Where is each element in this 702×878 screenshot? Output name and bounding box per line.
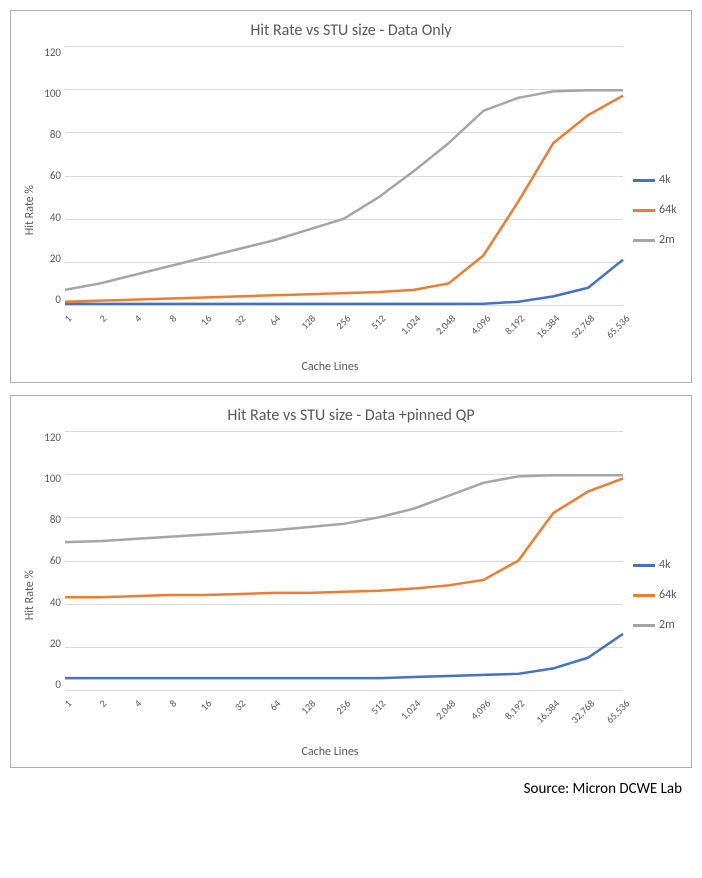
- legend-label: 4k: [659, 173, 671, 187]
- x-tick: 16: [197, 697, 213, 713]
- legend-label: 64k: [659, 203, 677, 217]
- x-tick: 8: [166, 697, 179, 710]
- x-tick: 32,768: [568, 312, 597, 341]
- x-tick: 32: [232, 312, 248, 328]
- legend-swatch: [633, 209, 655, 212]
- x-tick: 8,192: [502, 312, 527, 337]
- line-plot: [65, 431, 623, 690]
- source-caption: Source: Micron DCWE Lab: [10, 780, 692, 798]
- legend-label: 4k: [659, 558, 671, 572]
- x-tick: 2,048: [433, 312, 458, 337]
- x-tick: 1,024: [398, 312, 423, 337]
- x-tick: 2,048: [433, 697, 458, 722]
- x-tick: 65,536: [603, 312, 632, 341]
- legend-item-4k: 4k: [633, 558, 683, 572]
- chart-panel-0: Hit Rate vs STU size - Data Only Hit Rate…: [10, 10, 692, 383]
- x-ticks: 12481632641282565121,0242,0484,0968,1921…: [65, 306, 623, 356]
- plot-grid: [65, 46, 623, 306]
- y-tick: 80: [37, 128, 61, 141]
- series-line-2m: [65, 90, 623, 290]
- x-tick: 64: [267, 312, 283, 328]
- x-axis-label: Cache Lines: [37, 745, 623, 759]
- y-tick: 20: [37, 637, 61, 650]
- legend-item-64k: 64k: [633, 203, 683, 217]
- y-ticks: 120 100 80 60 40 20 0: [37, 431, 65, 691]
- x-tick: 512: [368, 697, 388, 717]
- x-tick: 2: [96, 697, 109, 710]
- y-tick: 80: [37, 513, 61, 526]
- legend: 4k 64k 2m: [623, 173, 683, 247]
- x-tick: 256: [333, 312, 353, 332]
- chart-title: Hit Rate vs STU size - Data +pinned QP: [19, 406, 683, 425]
- y-tick: 0: [37, 293, 61, 306]
- x-tick: 128: [298, 312, 318, 332]
- legend-swatch: [633, 564, 655, 567]
- x-tick: 4: [131, 312, 144, 325]
- x-tick: 128: [298, 697, 318, 717]
- legend-swatch: [633, 594, 655, 597]
- y-axis-label: Hit Rate %: [19, 185, 37, 235]
- legend: 4k 64k 2m: [623, 558, 683, 632]
- y-tick: 100: [37, 87, 61, 100]
- legend-label: 64k: [659, 588, 677, 602]
- chart-panel-1: Hit Rate vs STU size - Data +pinned QP Hi…: [10, 395, 692, 768]
- x-ticks: 12481632641282565121,0242,0484,0968,1921…: [65, 691, 623, 741]
- y-tick: 60: [37, 554, 61, 567]
- plot-grid: [65, 431, 623, 691]
- legend-item-64k: 64k: [633, 588, 683, 602]
- y-tick: 40: [37, 211, 61, 224]
- x-tick: 8,192: [502, 697, 527, 722]
- x-tick: 4,096: [467, 697, 492, 722]
- y-tick: 20: [37, 252, 61, 265]
- y-tick: 0: [37, 678, 61, 691]
- x-tick: 32: [232, 697, 248, 713]
- x-tick: 16: [197, 312, 213, 328]
- legend-label: 2m: [659, 618, 675, 632]
- x-tick: 512: [368, 312, 388, 332]
- x-tick: 1,024: [398, 697, 423, 722]
- x-tick: 32,768: [568, 697, 597, 726]
- legend-label: 2m: [659, 233, 675, 247]
- x-tick: 65,536: [603, 697, 632, 726]
- x-tick: 16,384: [534, 697, 563, 726]
- x-tick: 8: [166, 312, 179, 325]
- legend-item-4k: 4k: [633, 173, 683, 187]
- y-tick: 120: [37, 46, 61, 59]
- y-tick: 100: [37, 472, 61, 485]
- legend-swatch: [633, 179, 655, 182]
- x-tick: 4,096: [467, 312, 492, 337]
- x-tick: 64: [267, 697, 283, 713]
- y-tick: 40: [37, 596, 61, 609]
- x-tick: 1: [61, 312, 74, 325]
- x-tick: 4: [131, 697, 144, 710]
- y-ticks: 120 100 80 60 40 20 0: [37, 46, 65, 306]
- legend-swatch: [633, 624, 655, 627]
- y-axis-label: Hit Rate %: [19, 570, 37, 620]
- legend-item-2m: 2m: [633, 618, 683, 632]
- series-line-4k: [65, 260, 623, 304]
- y-tick: 120: [37, 431, 61, 444]
- chart-title: Hit Rate vs STU size - Data Only: [19, 21, 683, 40]
- line-plot: [65, 46, 623, 305]
- series-line-4k: [65, 634, 623, 678]
- x-tick: 256: [333, 697, 353, 717]
- legend-swatch: [633, 239, 655, 242]
- x-tick: 2: [96, 312, 109, 325]
- x-tick: 16,384: [534, 312, 563, 341]
- x-axis-label: Cache Lines: [37, 360, 623, 374]
- y-tick: 60: [37, 169, 61, 182]
- x-tick: 1: [61, 697, 74, 710]
- legend-item-2m: 2m: [633, 233, 683, 247]
